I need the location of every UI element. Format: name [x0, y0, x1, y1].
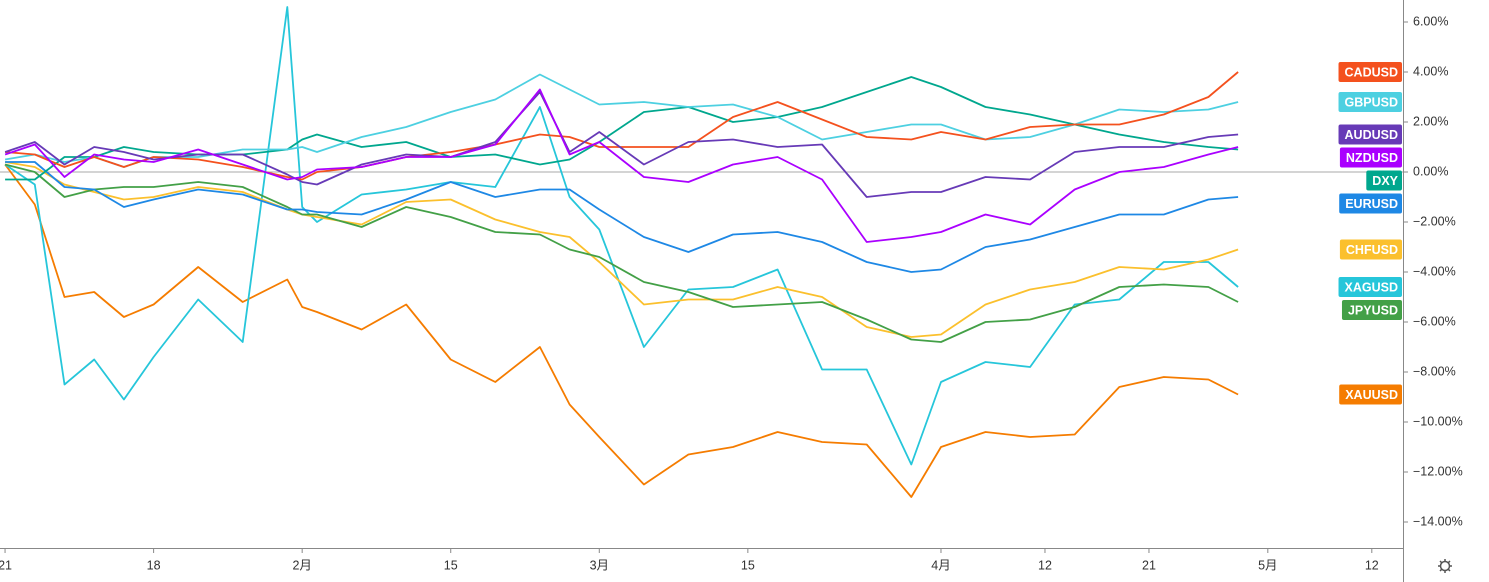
gear-teeth	[1438, 559, 1452, 573]
legend-swatch	[1341, 300, 1402, 320]
legend-swatch	[1339, 147, 1402, 168]
y-tick-label: −6.00%	[1413, 314, 1456, 328]
legend-tag: JPYUSD	[1341, 300, 1402, 320]
legend-tag: DXY	[1366, 170, 1402, 191]
legend-tag: NZDUSD	[1339, 147, 1402, 168]
legend-tag: EURUSD	[1339, 193, 1402, 214]
legend-swatch	[1339, 384, 1402, 405]
x-tick-label: 2月	[292, 558, 311, 572]
x-tick-label: 4月	[931, 558, 950, 572]
x-tick-label: 5月	[1258, 558, 1277, 572]
legend-label: CHFUSD	[1346, 243, 1398, 257]
legend-tag: GBPUSD	[1338, 92, 1402, 112]
y-tick-label: −8.00%	[1413, 364, 1456, 378]
x-tick-label: 21	[1142, 558, 1156, 572]
legend-swatch	[1339, 239, 1402, 260]
legend-tag: CHFUSD	[1339, 239, 1402, 260]
legend-label: CADUSD	[1345, 65, 1398, 79]
legend-swatch	[1338, 124, 1402, 145]
legend-tag: XAUUSD	[1339, 384, 1402, 405]
series-line	[4, 161, 1239, 338]
series-line	[5, 76, 1239, 181]
series-line	[4, 6, 1239, 466]
legend-label: EURUSD	[1345, 197, 1398, 211]
x-tick-label: 18	[147, 558, 161, 572]
legend-tag: CADUSD	[1338, 62, 1402, 82]
legend-label: GBPUSD	[1345, 95, 1398, 109]
legend-label: XAUUSD	[1345, 388, 1398, 402]
y-tick-label: −4.00%	[1413, 264, 1456, 278]
settings-icon[interactable]	[1438, 559, 1452, 573]
y-tick-label: 4.00%	[1413, 64, 1448, 78]
legend-tag: XAGUSD	[1338, 277, 1402, 297]
x-tick-label: 21	[0, 558, 12, 572]
y-tick-label: 0.00%	[1413, 164, 1448, 178]
x-tick-label: 12	[1038, 558, 1052, 572]
legend-swatch	[1366, 170, 1402, 191]
series-line	[4, 163, 1239, 343]
series-line	[4, 88, 1239, 243]
x-tick-label: 15	[741, 558, 755, 572]
legend-label: NZDUSD	[1346, 151, 1398, 165]
legend-label: JPYUSD	[1348, 303, 1398, 317]
legend-label: DXY	[1372, 174, 1398, 188]
y-tick-label: −14.00%	[1413, 514, 1463, 528]
y-tick-label: 6.00%	[1413, 14, 1448, 28]
x-tick-label: 3月	[590, 558, 609, 572]
x-tick-label: 12	[1365, 558, 1379, 572]
legend-label: XAGUSD	[1345, 280, 1398, 294]
series-line	[5, 161, 1239, 273]
y-tick-label: −2.00%	[1413, 214, 1456, 228]
series-line	[4, 163, 1239, 498]
y-tick-label: −10.00%	[1413, 414, 1463, 428]
y-tick-label: 2.00%	[1413, 114, 1448, 128]
legend-tag: AUDUSD	[1338, 124, 1402, 145]
legend-swatch	[1338, 92, 1402, 112]
y-tick-label: −12.00%	[1413, 464, 1463, 478]
x-tick-label: 15	[444, 558, 458, 572]
legend-swatch	[1339, 193, 1402, 214]
legend-swatch	[1338, 62, 1402, 82]
legend-label: AUDUSD	[1345, 128, 1398, 142]
legend-swatch	[1338, 277, 1402, 297]
